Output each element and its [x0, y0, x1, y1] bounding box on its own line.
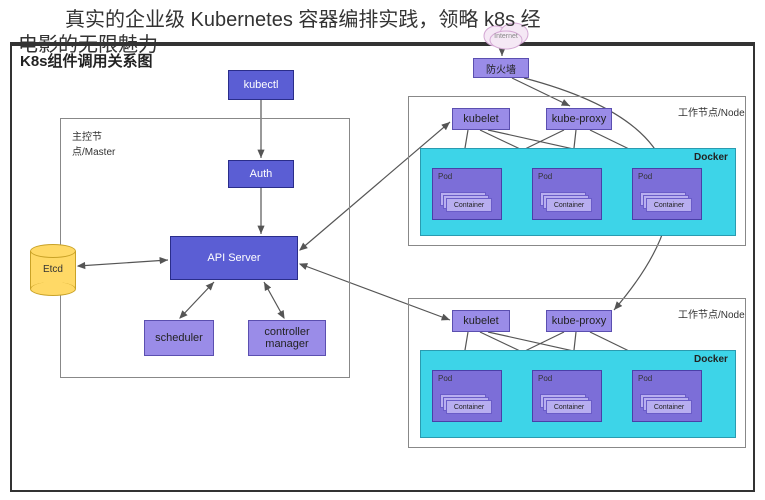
master-label: 主控节点/Master: [72, 128, 122, 158]
node2-kubeproxy: kube-proxy: [546, 310, 612, 332]
overlay-title-2: 电影的无限魅力: [18, 28, 158, 57]
node1-pod2-label: Pod: [538, 172, 552, 181]
node1-kubeproxy: kube-proxy: [546, 108, 612, 130]
node2-pod1-label: Pod: [438, 374, 452, 383]
node2-pod2-label: Pod: [538, 374, 552, 383]
node1-pod1-label: Pod: [438, 172, 452, 181]
node2-kubelet: kubelet: [452, 310, 510, 332]
firewall-box: 防火墙: [473, 58, 529, 78]
auth-box: Auth: [228, 160, 294, 188]
node1-label: 工作节点/Node: [678, 104, 745, 119]
internet-label: Internet: [494, 33, 518, 40]
controller-manager-box: controller manager: [248, 320, 326, 356]
etcd-cylinder: Etcd: [30, 244, 76, 296]
node2-label: 工作节点/Node: [678, 306, 745, 321]
kubectl-box: kubectl: [228, 70, 294, 100]
node1-kubelet: kubelet: [452, 108, 510, 130]
scheduler-box: scheduler: [144, 320, 214, 356]
node1-docker-label: Docker: [694, 152, 728, 163]
etcd-label: Etcd: [30, 264, 76, 275]
node2-docker-label: Docker: [694, 354, 728, 365]
node1-pod3-label: Pod: [638, 172, 652, 181]
api-server-box: API Server: [170, 236, 298, 280]
node2-pod3-label: Pod: [638, 374, 652, 383]
